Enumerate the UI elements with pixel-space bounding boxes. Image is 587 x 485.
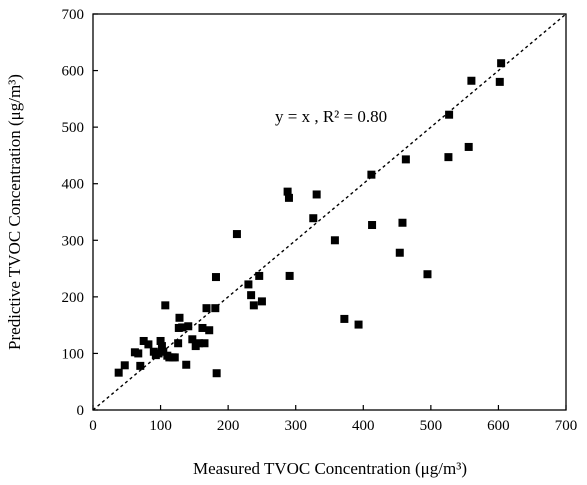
data-point-33 bbox=[212, 369, 221, 378]
data-point-28 bbox=[200, 339, 209, 348]
data-point-35 bbox=[244, 280, 253, 289]
data-point-57 bbox=[467, 76, 476, 85]
y-tick-label-0: 0 bbox=[77, 403, 85, 419]
data-point-5 bbox=[139, 336, 148, 345]
y-tick-label-2: 200 bbox=[62, 290, 85, 306]
data-point-4 bbox=[136, 361, 145, 370]
data-point-37 bbox=[249, 301, 258, 310]
y-axis-label: Predictive TVOC Concentration (μg/m³) bbox=[5, 74, 24, 350]
data-point-24 bbox=[188, 335, 197, 344]
data-point-1 bbox=[120, 361, 129, 370]
fit-annotation: y = x , R² = 0.80 bbox=[275, 107, 387, 126]
x-tick-label-7: 700 bbox=[555, 418, 578, 434]
data-point-47 bbox=[354, 320, 363, 329]
x-tick-label-5: 500 bbox=[420, 418, 443, 434]
data-point-50 bbox=[395, 248, 404, 257]
data-point-55 bbox=[445, 110, 454, 119]
data-point-49 bbox=[368, 221, 377, 230]
data-point-27 bbox=[198, 323, 207, 332]
data-point-54 bbox=[444, 153, 453, 162]
data-point-39 bbox=[257, 297, 266, 306]
data-point-21 bbox=[178, 323, 187, 332]
data-point-59 bbox=[497, 59, 506, 68]
y-tick-label-4: 400 bbox=[62, 177, 85, 193]
data-point-56 bbox=[464, 142, 473, 151]
data-point-26 bbox=[195, 339, 204, 348]
data-point-12 bbox=[159, 347, 168, 356]
y-tick-label-5: 500 bbox=[62, 120, 85, 136]
data-point-45 bbox=[330, 236, 339, 245]
data-point-10 bbox=[156, 336, 165, 345]
data-point-52 bbox=[401, 155, 410, 164]
y-tick-label-7: 700 bbox=[62, 7, 85, 23]
x-tick-label-0: 0 bbox=[89, 418, 97, 434]
data-point-20 bbox=[175, 313, 184, 322]
data-point-34 bbox=[232, 230, 241, 239]
data-point-41 bbox=[284, 193, 293, 202]
data-point-23 bbox=[184, 322, 193, 331]
x-tick-label-6: 600 bbox=[487, 418, 510, 434]
data-point-13 bbox=[161, 301, 170, 310]
data-point-48 bbox=[367, 170, 376, 179]
data-point-43 bbox=[309, 214, 318, 223]
data-point-51 bbox=[398, 218, 407, 227]
data-point-42 bbox=[285, 271, 294, 280]
x-axis: 0 100 200 300 400 500 600 700 bbox=[89, 405, 577, 434]
y-axis: 0 100 200 300 400 500 600 700 bbox=[62, 7, 98, 419]
data-point-29 bbox=[202, 304, 211, 313]
y-tick-label-6: 600 bbox=[62, 64, 85, 80]
data-point-58 bbox=[495, 77, 504, 86]
data-point-38 bbox=[255, 271, 264, 280]
data-point-18 bbox=[174, 339, 183, 348]
identity-line bbox=[93, 14, 566, 410]
plot-frame bbox=[92, 13, 567, 411]
data-point-11 bbox=[157, 342, 166, 351]
data-point-6 bbox=[144, 340, 153, 349]
y-tick-label-3: 300 bbox=[62, 233, 85, 249]
x-tick-label-1: 100 bbox=[149, 418, 172, 434]
data-point-17 bbox=[170, 353, 179, 362]
x-tick-label-3: 300 bbox=[284, 418, 307, 434]
data-point-46 bbox=[340, 314, 349, 323]
y-tick-label-1: 100 bbox=[62, 346, 85, 362]
data-point-0 bbox=[114, 368, 123, 377]
data-point-40 bbox=[283, 187, 292, 196]
data-point-36 bbox=[247, 291, 256, 300]
data-point-44 bbox=[312, 190, 321, 199]
x-axis-label: Measured TVOC Concentration (μg/m³) bbox=[193, 459, 467, 478]
data-point-53 bbox=[423, 270, 432, 279]
data-points bbox=[114, 59, 506, 378]
data-point-30 bbox=[205, 326, 214, 335]
x-tick-label-2: 200 bbox=[217, 418, 240, 434]
data-point-9 bbox=[154, 349, 163, 358]
x-tick-label-4: 400 bbox=[352, 418, 375, 434]
data-point-22 bbox=[182, 360, 191, 369]
data-point-31 bbox=[211, 304, 220, 313]
data-point-32 bbox=[211, 273, 220, 282]
data-point-3 bbox=[134, 349, 143, 358]
